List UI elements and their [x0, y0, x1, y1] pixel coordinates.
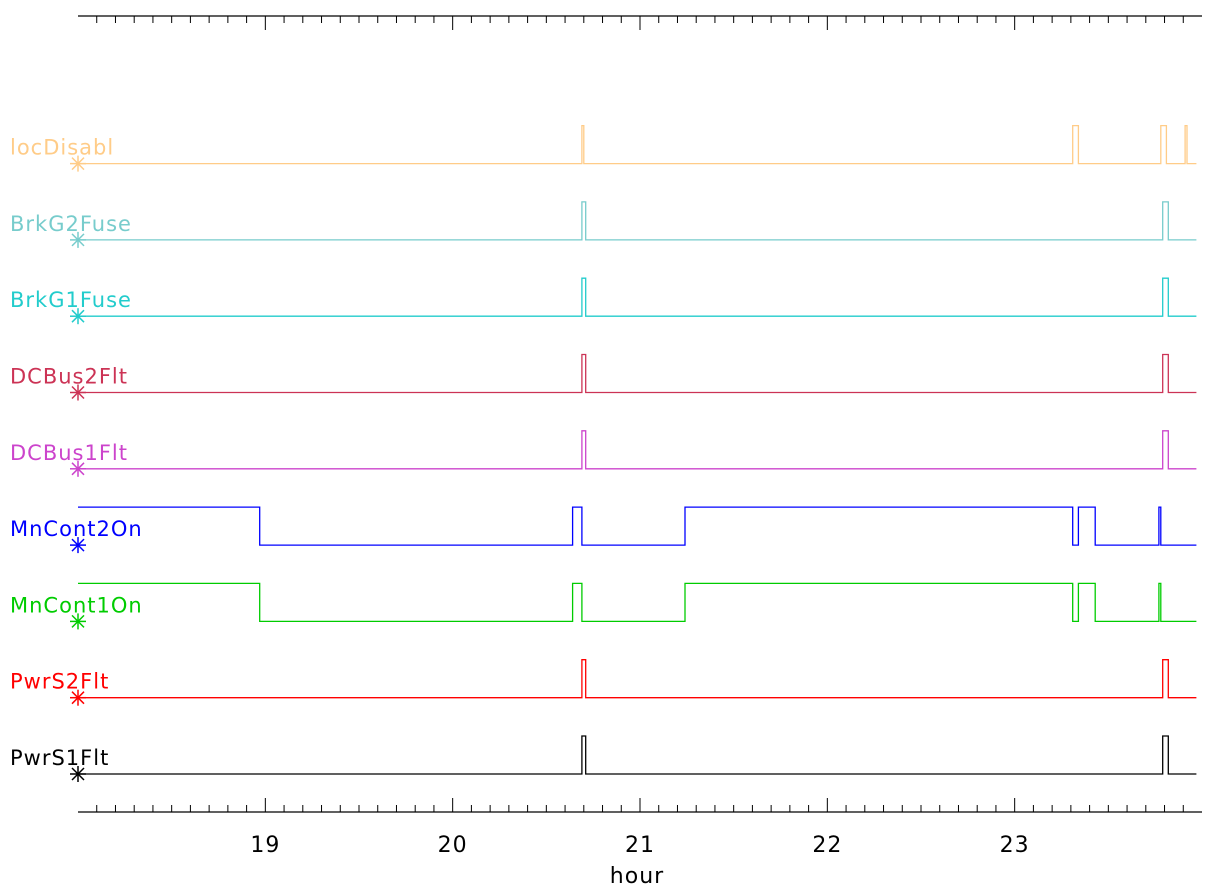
x-tick-label: 20	[438, 833, 468, 858]
series-start-marker	[70, 155, 86, 172]
series-line	[78, 201, 1197, 241]
series-MnCont2On: MnCont2On	[10, 506, 1197, 554]
series-label: MnCont1On	[10, 593, 143, 617]
series-BrkG1Fuse: BrkG1Fuse	[10, 277, 1197, 325]
series-PwrS2Flt: PwrS2Flt	[10, 659, 1197, 706]
series-label: PwrS2Flt	[10, 670, 109, 694]
x-tick-label: 22	[812, 833, 842, 858]
series-PwrS1Flt: PwrS1Flt	[10, 735, 1197, 782]
series-label: DCBus1Flt	[10, 441, 128, 465]
top-axis	[78, 15, 1202, 30]
series-start-marker	[70, 384, 86, 401]
series-label: BrkG2Fuse	[10, 212, 132, 236]
series-line	[78, 506, 1197, 546]
x-tick-label: 21	[625, 833, 655, 858]
series-start-marker	[70, 766, 86, 782]
series-start-marker	[70, 613, 86, 630]
x-axis-title: hour	[610, 864, 664, 889]
series-line	[78, 582, 1197, 623]
bottom-axis: 19 20 21 22 23	[78, 798, 1202, 858]
series-label: MnCont2On	[10, 517, 143, 541]
series-label: locDisabl	[10, 136, 114, 160]
series-line	[78, 124, 1197, 165]
x-tick-label: 19	[250, 833, 280, 858]
series-line	[78, 659, 1197, 699]
series-line	[78, 430, 1197, 470]
series-start-marker	[70, 537, 86, 554]
series-locDisabl: locDisabl	[10, 124, 1197, 172]
series-group: PwrS1Flt PwrS2Flt MnCont1On MnCont2On DCBus1…	[10, 124, 1197, 782]
series-label: BrkG1Fuse	[10, 288, 132, 312]
series-BrkG2Fuse: BrkG2Fuse	[10, 201, 1197, 248]
series-DCBus1Flt: DCBus1Flt	[10, 430, 1197, 477]
series-line	[78, 353, 1197, 394]
series-start-marker	[70, 308, 86, 325]
series-start-marker	[70, 231, 86, 248]
series-MnCont1On: MnCont1On	[10, 582, 1197, 630]
series-start-marker	[70, 689, 86, 706]
series-start-marker	[70, 460, 86, 477]
series-label: DCBus2Flt	[10, 365, 128, 389]
series-DCBus2Flt: DCBus2Flt	[10, 353, 1197, 401]
series-line	[78, 277, 1197, 317]
x-tick-label: 23	[1000, 833, 1030, 858]
series-label: PwrS1Flt	[10, 746, 109, 770]
series-line	[78, 735, 1197, 775]
